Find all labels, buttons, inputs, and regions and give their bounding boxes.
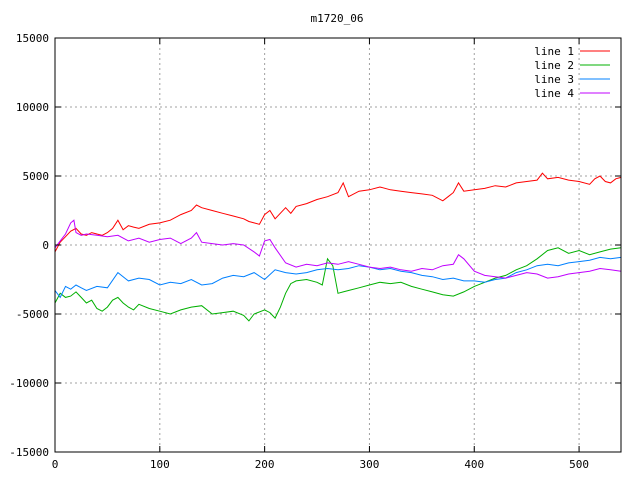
y-tick-label: 10000 (16, 101, 49, 114)
legend-label-2: line 2 (534, 59, 574, 72)
y-tick-label: -15000 (9, 446, 49, 459)
grid (55, 38, 621, 452)
x-tick-label: 500 (569, 458, 589, 471)
x-tick-label: 0 (52, 458, 59, 471)
series-line-1 (54, 172, 622, 253)
x-tick-label: 100 (150, 458, 170, 471)
series-lines (54, 172, 622, 322)
y-tick-label: 5000 (23, 170, 50, 183)
series-line-3 (54, 256, 622, 299)
axis-ticks: 0 100 200 300 400 500 -15000 -10000 -5000 0 5000 10… (9, 32, 621, 471)
x-tick-label: 300 (360, 458, 380, 471)
y-tick-label: -10000 (9, 377, 49, 390)
y-tick-label: 0 (42, 239, 49, 252)
series-line-2 (54, 247, 622, 322)
x-tick-label: 400 (464, 458, 484, 471)
legend-label-1: line 1 (534, 45, 574, 58)
series-line-4 (54, 219, 622, 279)
x-tick-label: 200 (255, 458, 275, 471)
y-tick-label: -5000 (16, 308, 49, 321)
legend-label-3: line 3 (534, 73, 574, 86)
legend-label-4: line 4 (534, 87, 574, 100)
y-tick-label: 15000 (16, 32, 49, 45)
chart-title: m1720_06 (311, 12, 364, 25)
